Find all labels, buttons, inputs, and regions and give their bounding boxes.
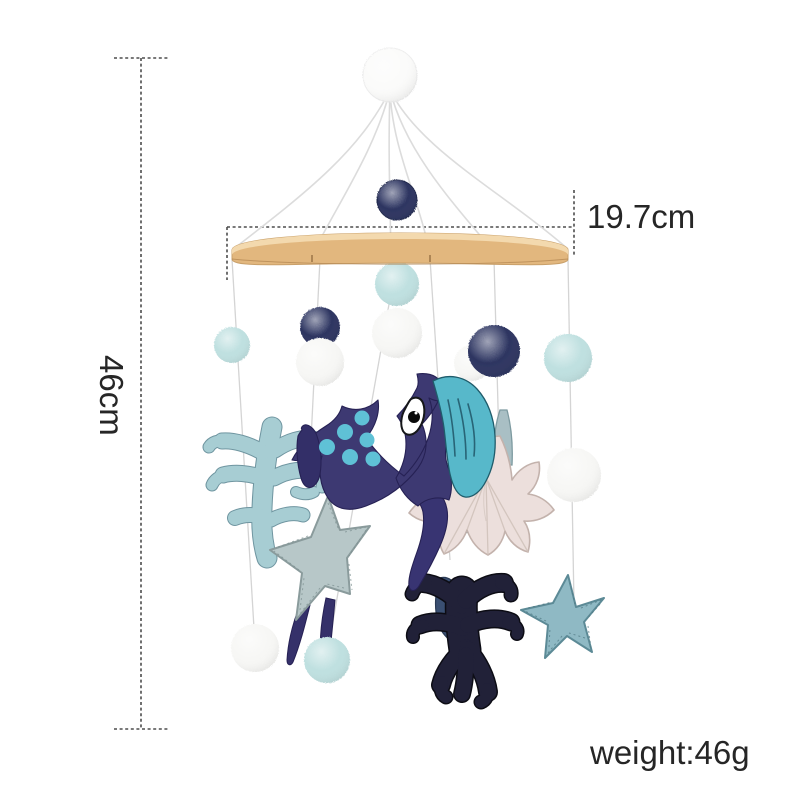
- svg-text:weight:46g: weight:46g: [589, 734, 750, 771]
- svg-text:46cm: 46cm: [93, 355, 130, 436]
- svg-text:19.7cm: 19.7cm: [587, 198, 695, 235]
